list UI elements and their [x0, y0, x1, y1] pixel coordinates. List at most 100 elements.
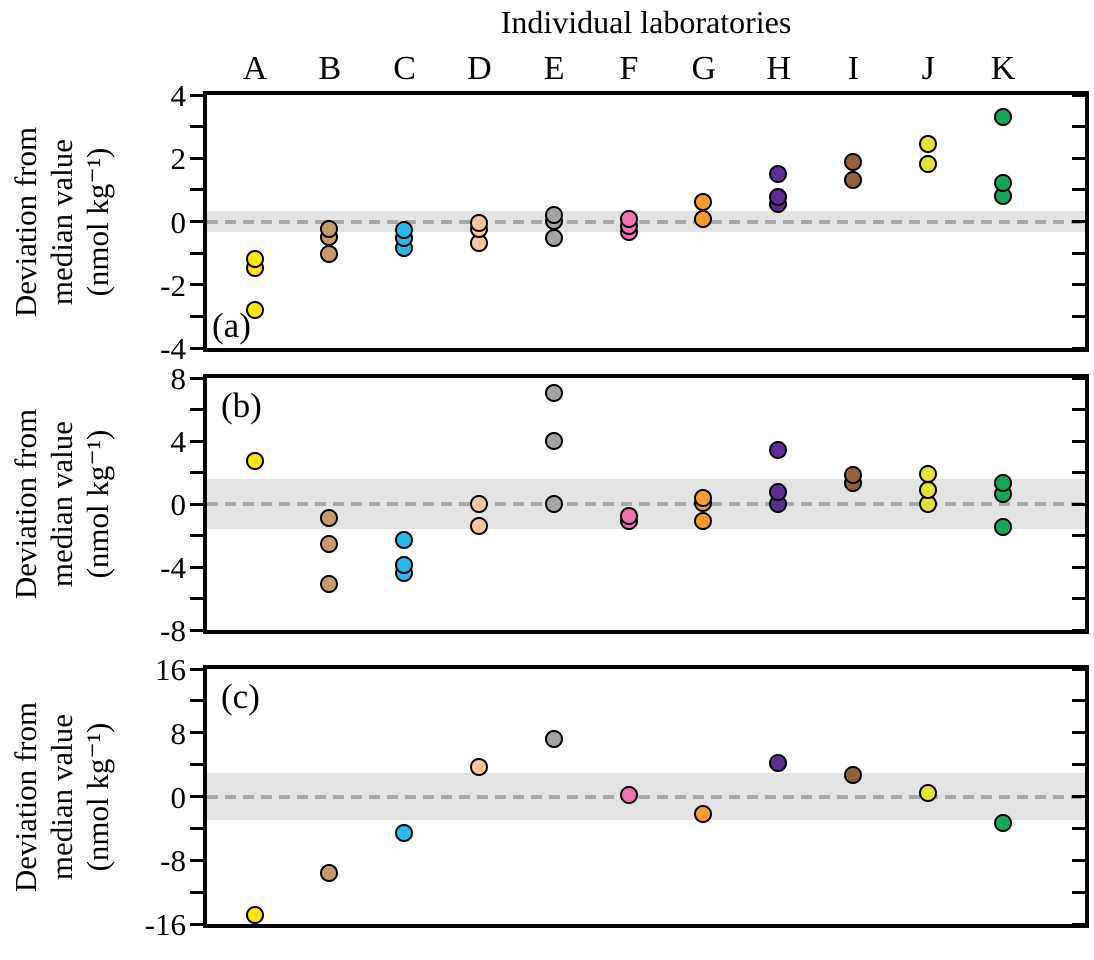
data-point-J — [918, 783, 937, 802]
y-tick-left — [190, 922, 203, 926]
y-tick-label: 4 — [170, 78, 187, 113]
y-tick-left — [190, 188, 203, 192]
y-tick-right — [1072, 471, 1085, 474]
y-tick-label: 8 — [170, 361, 187, 396]
data-point-A — [245, 905, 264, 924]
lab-column-label-H: H — [766, 50, 791, 87]
y-tick-left — [190, 156, 203, 160]
y-tick-right — [1072, 346, 1085, 350]
y-axis-label: Deviation from median value (nmol kg⁻¹) — [8, 701, 116, 891]
y-tick-right — [1072, 795, 1085, 798]
y-tick-left — [190, 93, 203, 97]
y-tick-right — [1072, 125, 1085, 129]
y-tick-right — [1072, 731, 1085, 735]
panel-label: (b) — [221, 386, 262, 425]
y-tick-label: -4 — [160, 550, 186, 585]
chart-title: Individual laboratories — [500, 4, 792, 40]
data-point-C — [395, 221, 414, 240]
y-axis-label: Deviation from median value (nmol kg⁻¹) — [8, 409, 116, 599]
y-tick-right — [1072, 826, 1085, 830]
y-tick-right — [1072, 376, 1085, 380]
y-tick-left — [190, 826, 203, 830]
y-tick-left — [190, 251, 203, 255]
y-tick-left — [190, 628, 203, 632]
y-tick-right — [1072, 565, 1085, 569]
data-point-G — [694, 511, 713, 530]
data-point-B — [320, 245, 339, 264]
lab-column-label-I: I — [847, 50, 860, 87]
y-tick-left — [190, 439, 203, 443]
y-tick-label: 0 — [170, 487, 187, 522]
lab-column-label-G: G — [691, 50, 717, 87]
y-tick-right — [1072, 858, 1085, 862]
y-axis-label-line: median value — [44, 420, 79, 588]
data-point-D — [469, 213, 488, 232]
zero-dashed-line — [207, 794, 1085, 799]
y-tick-left — [190, 597, 203, 600]
panel-label: (c) — [221, 677, 260, 716]
y-tick-right — [1072, 534, 1085, 537]
y-axis-label-line: Deviation from — [8, 408, 43, 600]
lab-column-label-D: D — [467, 50, 492, 87]
data-point-K — [993, 174, 1012, 193]
y-tick-label: 4 — [170, 424, 187, 459]
y-axis-label-line: Deviation from — [8, 701, 43, 892]
y-tick-right — [1072, 188, 1085, 192]
y-tick-left — [190, 890, 203, 894]
y-axis-label-line: median value — [44, 713, 79, 880]
data-point-K — [993, 107, 1012, 126]
data-point-A — [245, 451, 264, 470]
data-point-B — [320, 535, 339, 554]
y-tick-left — [190, 314, 203, 318]
data-point-E — [544, 384, 563, 403]
y-tick-right — [1072, 251, 1085, 255]
lab-column-label-A: A — [242, 50, 268, 87]
y-tick-label: -8 — [160, 843, 186, 879]
data-point-H — [769, 440, 788, 459]
y-tick-right — [1072, 502, 1085, 506]
y-axis-label-line: median value — [44, 138, 79, 305]
y-tick-left — [190, 858, 203, 862]
y-tick-left — [190, 795, 203, 798]
data-point-K — [993, 518, 1012, 537]
data-point-H — [769, 483, 788, 502]
data-point-F — [619, 786, 638, 805]
data-point-G — [694, 804, 713, 823]
y-tick-right — [1072, 156, 1085, 160]
y-tick-left — [190, 763, 203, 767]
lab-column-label-J: J — [921, 50, 935, 87]
y-tick-left — [190, 125, 203, 129]
data-point-A — [245, 249, 264, 268]
data-point-C — [395, 530, 414, 549]
data-point-E — [544, 431, 563, 450]
data-point-E — [544, 730, 563, 749]
y-tick-left — [190, 731, 203, 735]
data-point-E — [544, 494, 563, 513]
data-point-C — [395, 824, 414, 843]
y-tick-label: 2 — [170, 141, 187, 177]
y-tick-right — [1072, 699, 1085, 703]
zero-dashed-line — [207, 219, 1085, 224]
y-tick-right — [1072, 439, 1085, 443]
y-axis-label-line: (nmol kg⁻¹) — [80, 722, 115, 871]
y-tick-right — [1072, 667, 1085, 671]
y-tick-left — [190, 699, 203, 703]
y-tick-right — [1072, 283, 1085, 287]
y-tick-left — [190, 471, 203, 474]
panel-b: 8 4 0 -4 -8 (b) — [160, 363, 1089, 646]
y-tick-left — [190, 408, 203, 411]
data-point-D — [469, 757, 488, 776]
y-tick-label: 16 — [155, 652, 186, 687]
data-point-E — [544, 205, 563, 224]
data-point-B — [320, 508, 339, 527]
data-point-C — [395, 555, 414, 574]
y-axis-label-line: (nmol kg⁻¹) — [80, 429, 115, 579]
y-axis-label-line: (nmol kg⁻¹) — [80, 147, 115, 296]
data-point-H — [769, 188, 788, 207]
data-point-D — [469, 516, 488, 535]
data-point-J — [918, 134, 937, 153]
y-tick-left — [190, 534, 203, 537]
y-tick-right — [1072, 628, 1085, 632]
y-tick-left — [190, 565, 203, 569]
